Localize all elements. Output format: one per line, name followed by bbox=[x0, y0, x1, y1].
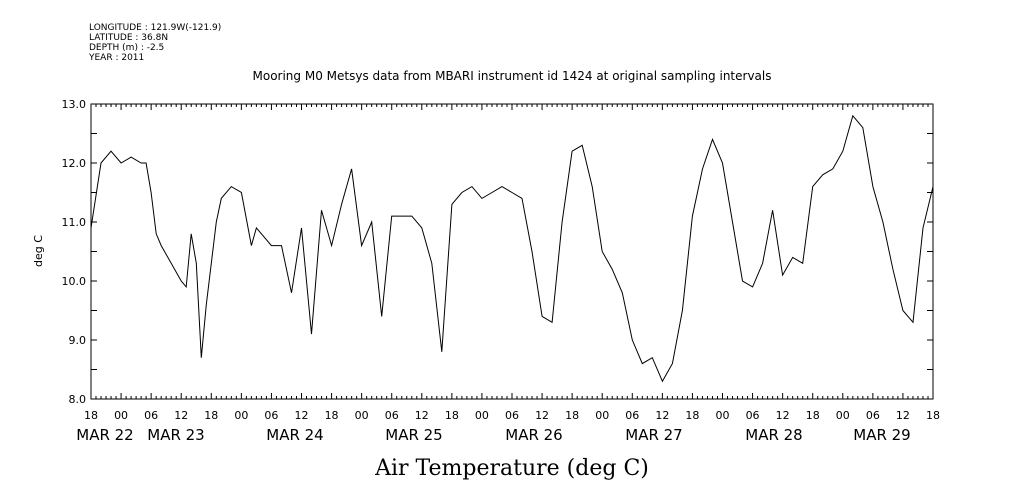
x-tick-label: 12 bbox=[295, 409, 309, 422]
metadata-block: LONGITUDE : 121.9W(-121.9) LATITUDE : 36… bbox=[88, 23, 221, 63]
date-label: MAR 25 bbox=[385, 426, 442, 444]
x-tick-label: 18 bbox=[325, 409, 339, 422]
y-tick-label: 9.0 bbox=[69, 334, 87, 347]
longitude-label: LONGITUDE : 121.9W(-121.9) bbox=[89, 23, 221, 33]
x-tick-label: 18 bbox=[565, 409, 579, 422]
x-tick-label: 12 bbox=[776, 409, 790, 422]
y-tick-label: 8.0 bbox=[69, 393, 87, 406]
date-label: MAR 23 bbox=[147, 426, 204, 444]
x-tick-labels: 18 00 06 12 18 00 06 12 18 00 06 12 18 00 06 12 18 00 06 12… bbox=[84, 409, 940, 422]
x-tick-label: 06 bbox=[505, 409, 519, 422]
x-tick-label: 12 bbox=[535, 409, 549, 422]
y-tick-label: 12.0 bbox=[62, 157, 87, 170]
x-tick-label: 00 bbox=[475, 409, 489, 422]
year-label: YEAR : 2011 bbox=[88, 53, 144, 63]
x-tick-label: 06 bbox=[746, 409, 760, 422]
x-tick-label: 06 bbox=[625, 409, 639, 422]
x-axis-title: Air Temperature (deg C) bbox=[374, 456, 649, 481]
x-tick-label: 06 bbox=[264, 409, 278, 422]
date-labels: MAR 22 MAR 23 MAR 24 MAR 25 MAR 26 MAR 27 MAR … bbox=[76, 426, 910, 444]
y-tick-label: 10.0 bbox=[62, 275, 87, 288]
x-tick-label: 00 bbox=[716, 409, 730, 422]
x-tick-label: 18 bbox=[806, 409, 820, 422]
date-label: MAR 28 bbox=[745, 426, 802, 444]
x-tick-label: 06 bbox=[385, 409, 399, 422]
date-label: MAR 29 bbox=[853, 426, 910, 444]
x-tick-label: 00 bbox=[836, 409, 850, 422]
y-tick-label: 13.0 bbox=[62, 98, 87, 111]
x-tick-label: 12 bbox=[174, 409, 188, 422]
date-label: MAR 26 bbox=[505, 426, 562, 444]
x-tick-label: 00 bbox=[355, 409, 369, 422]
y-tick-labels: 8.0 9.0 10.0 11.0 12.0 13.0 bbox=[62, 98, 87, 406]
chart-title: Mooring M0 Metsys data from MBARI instru… bbox=[253, 69, 772, 83]
x-tick-label: 18 bbox=[445, 409, 459, 422]
x-tick-label: 18 bbox=[204, 409, 218, 422]
x-tick-label: 18 bbox=[84, 409, 98, 422]
date-label: MAR 24 bbox=[266, 426, 323, 444]
x-tick-label: 00 bbox=[595, 409, 609, 422]
plot-frame bbox=[90, 103, 934, 400]
y-axis-label: deg C bbox=[32, 235, 45, 267]
x-tick-label: 06 bbox=[866, 409, 880, 422]
x-tick-label: 18 bbox=[685, 409, 699, 422]
y-tick-label: 11.0 bbox=[62, 216, 87, 229]
latitude-label: LATITUDE : 36.8N bbox=[89, 33, 168, 43]
series-line bbox=[90, 114, 934, 383]
axis-ticks bbox=[90, 103, 934, 400]
x-tick-label: 12 bbox=[896, 409, 910, 422]
date-label: MAR 27 bbox=[625, 426, 682, 444]
x-tick-label: 00 bbox=[114, 409, 128, 422]
date-label: MAR 22 bbox=[76, 426, 133, 444]
x-tick-label: 06 bbox=[144, 409, 158, 422]
x-tick-label: 18 bbox=[926, 409, 940, 422]
x-tick-label: 12 bbox=[655, 409, 669, 422]
depth-label: DEPTH (m) : -2.5 bbox=[89, 43, 164, 53]
x-tick-label: 12 bbox=[415, 409, 429, 422]
x-tick-label: 00 bbox=[234, 409, 248, 422]
